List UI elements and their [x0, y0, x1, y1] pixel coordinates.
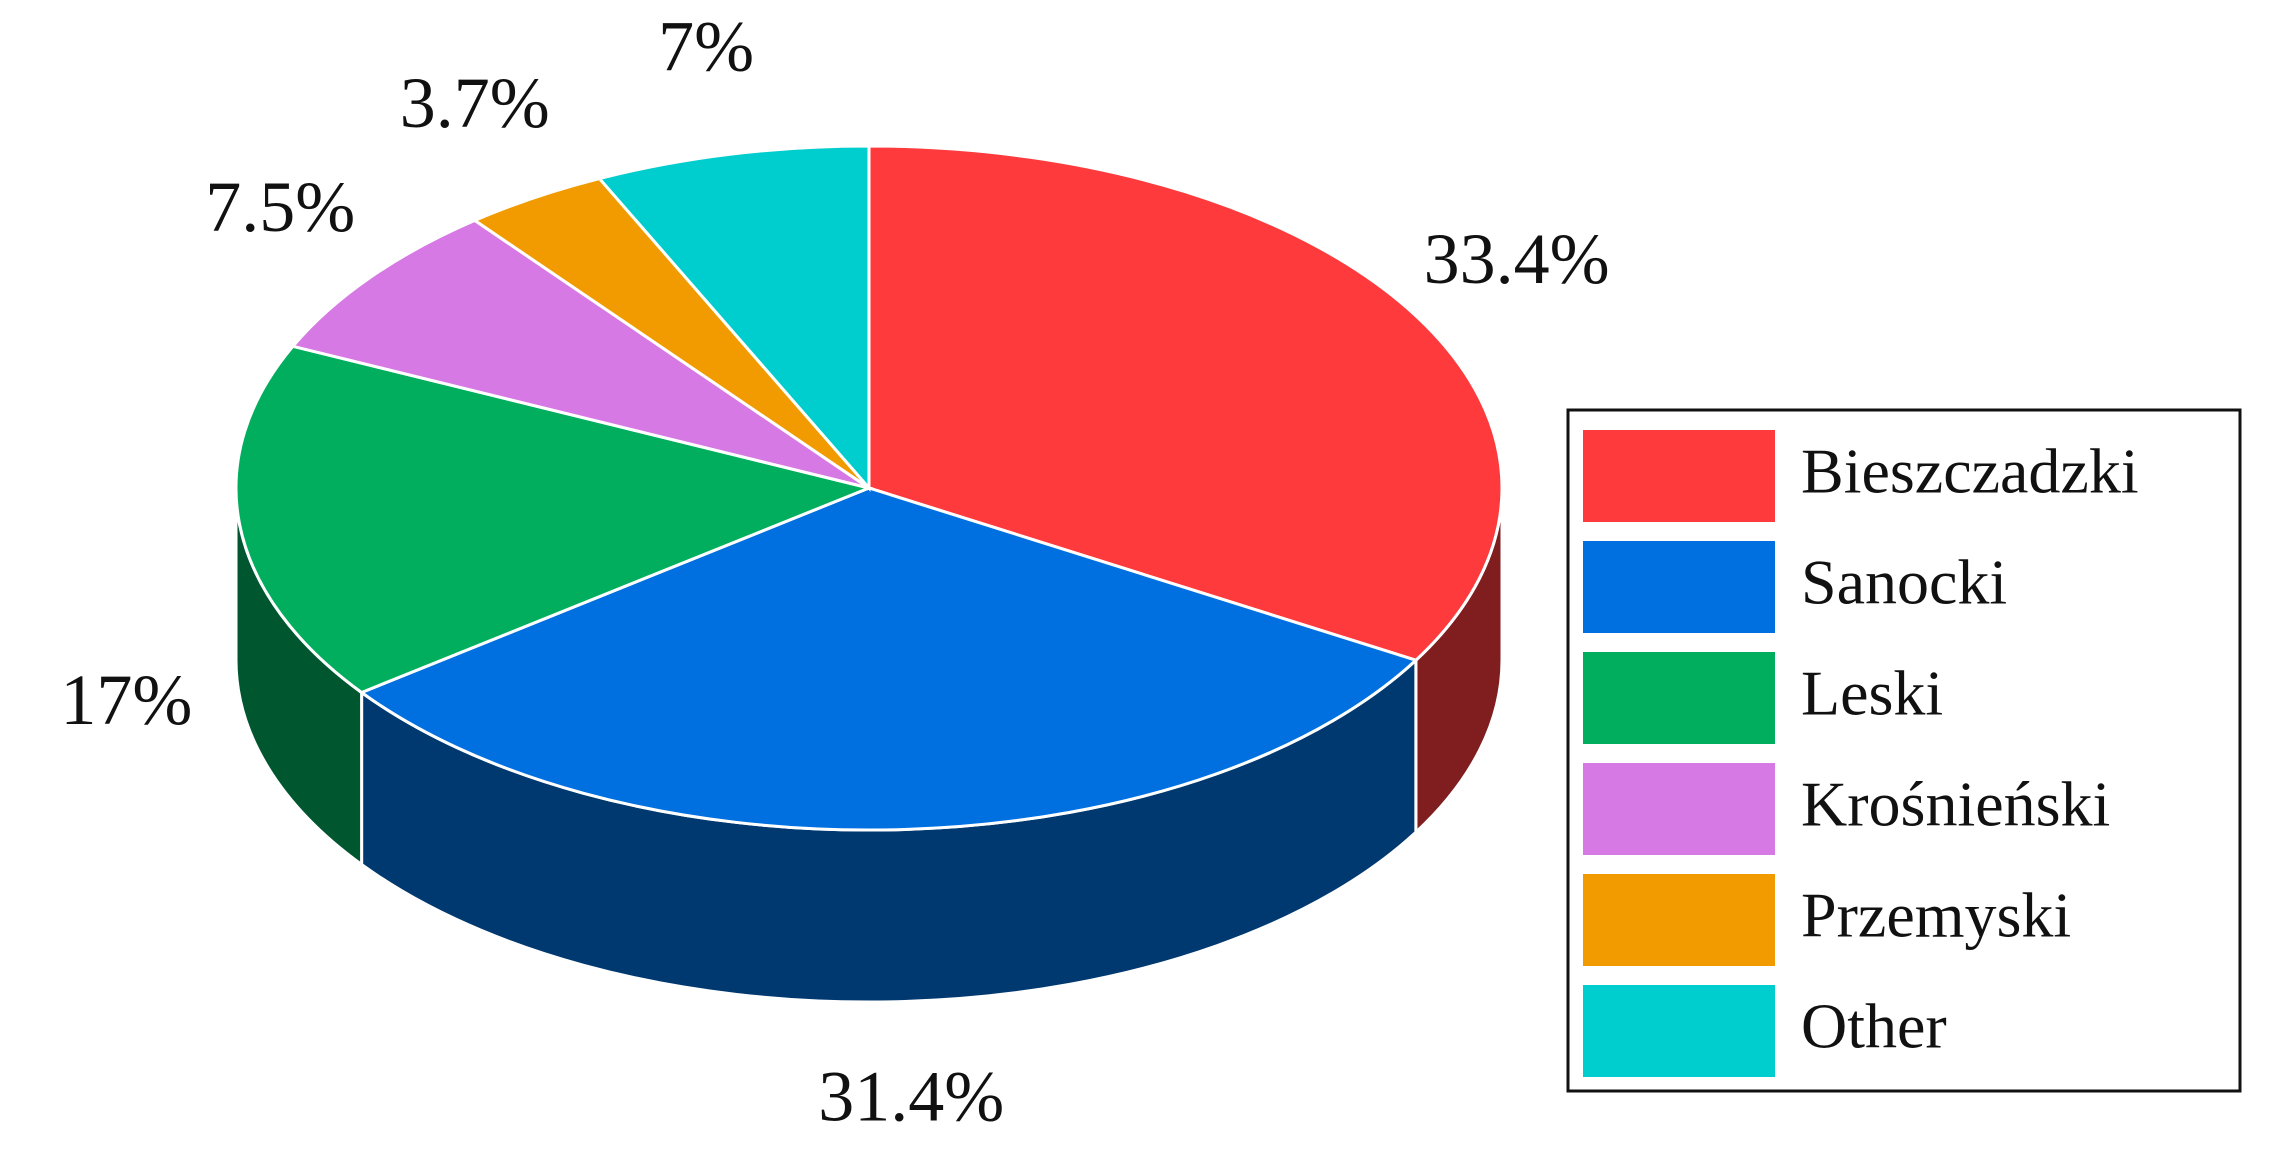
data-label: 17% — [60, 660, 192, 740]
legend-swatch — [1583, 874, 1775, 966]
legend-swatch — [1583, 541, 1775, 633]
legend-label: Leski — [1801, 658, 1943, 729]
legend-label: Bieszczadzki — [1801, 436, 2139, 507]
legend-label: Krośnieński — [1801, 769, 2110, 840]
legend-swatch — [1583, 985, 1775, 1077]
data-label: 7% — [658, 7, 754, 87]
legend-label: Sanocki — [1801, 547, 2007, 618]
data-label: 3.7% — [400, 63, 550, 143]
legend-box — [1566, 408, 2242, 1093]
data-label: 31.4% — [818, 1056, 1004, 1136]
legend-swatch — [1583, 430, 1775, 522]
slice — [596, 144, 871, 493]
legend-swatch — [1583, 652, 1775, 744]
data-label: 7.5% — [205, 167, 355, 247]
legend-label: Other — [1801, 991, 1947, 1062]
slice — [358, 486, 1419, 832]
legend-label: Przemyski — [1801, 880, 2071, 951]
slice — [867, 144, 1504, 662]
slice — [234, 344, 874, 695]
data-label: 33.4% — [1424, 219, 1610, 299]
slice — [290, 218, 870, 490]
legend-swatch — [1583, 763, 1775, 855]
